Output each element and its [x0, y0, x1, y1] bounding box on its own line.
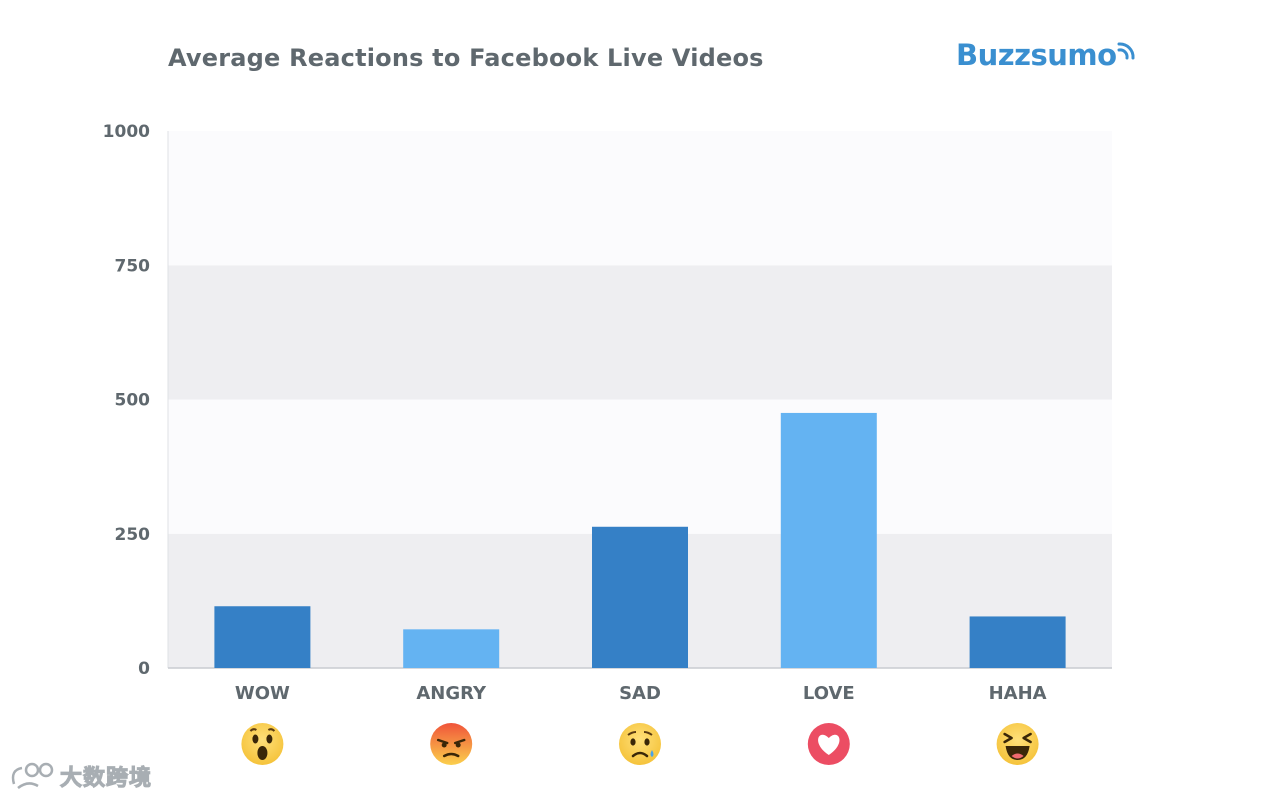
love-heart-icon [807, 723, 850, 765]
y-axis-ticks: 0 250 500 750 1000 [103, 122, 150, 679]
brand-name: Buzzsumo [956, 38, 1117, 72]
grid-band [168, 131, 1112, 266]
x-tick-label: WOW [235, 683, 290, 704]
bar-sad [592, 526, 688, 668]
y-tick-label: 500 [115, 391, 151, 411]
sad-emoji-icon [619, 723, 661, 765]
watermark-text: 大数跨境 [59, 766, 153, 792]
angry-emoji-icon [430, 723, 473, 765]
x-tick-label: SAD [619, 683, 661, 704]
category-icons [241, 723, 1039, 765]
bars [214, 412, 1066, 668]
bar-haha [969, 616, 1066, 668]
bar-angry [403, 629, 500, 668]
haha-emoji-icon [996, 723, 1039, 765]
chart-title: Average Reactions to Facebook Live Video… [168, 44, 764, 72]
x-tick-label: ANGRY [416, 683, 487, 704]
x-tick-label: LOVE [803, 683, 855, 704]
y-tick-label: 1000 [103, 122, 150, 142]
watermark: 大数跨境 [8, 760, 152, 792]
grid-band [168, 265, 1112, 400]
x-axis-labels: WOW ANGRY SAD LOVE HAHA [235, 683, 1047, 704]
logo-mark-icon [11, 762, 54, 790]
x-tick-label: HAHA [989, 683, 1047, 704]
y-tick-label: 250 [115, 525, 151, 545]
wow-emoji-icon [241, 723, 284, 765]
grid-band [168, 399, 1112, 534]
y-tick-label: 750 [115, 256, 151, 276]
y-tick-label: 0 [138, 659, 150, 679]
bar-love [780, 412, 877, 668]
broadcast-signal-icon [1117, 42, 1135, 60]
brand-logo: Buzzsumo [956, 38, 1137, 72]
grid-bands [168, 131, 1112, 668]
bar-wow [214, 606, 311, 668]
